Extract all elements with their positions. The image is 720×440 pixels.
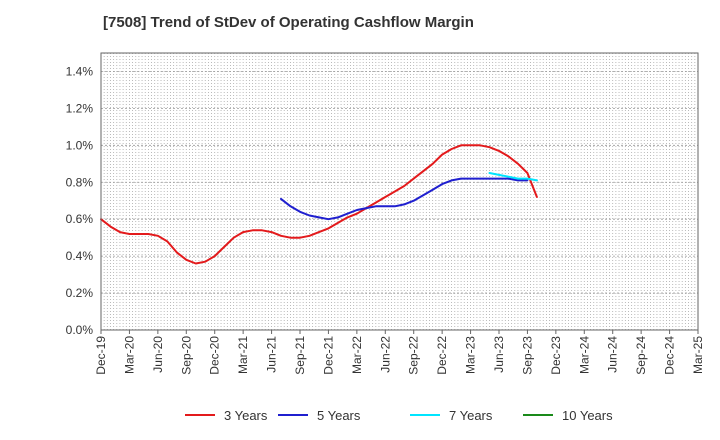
x-tick-label: Sep-20 [179,336,193,375]
x-tick-label: Sep-23 [520,336,534,375]
y-axis: 0.0% 0.2% 0.4% 0.6% 0.8% 1.0% 1.2% 1.4% [66,64,94,337]
x-axis: Dec-19 Mar-20 Jun-20 Sep-20 Dec-20 Mar-21 Jun-… [94,330,705,375]
x-tick-label: Dec-19 [94,336,108,375]
x-tick-label: Sep-21 [293,336,307,375]
series-line-3-years [100,144,538,265]
y-tick-label: 1.4% [66,64,94,78]
series-layer [100,144,538,265]
x-tick-label: Dec-20 [208,336,222,375]
series-line-5-years [280,177,529,221]
legend: 3 Years 5 Years 7 Years 10 Years [185,408,613,423]
x-tick-label: Mar-22 [350,336,364,374]
y-tick-label: 1.2% [66,101,94,115]
x-tick-label: Dec-24 [663,336,677,375]
series-line-7-years [488,172,538,182]
x-tick-label: Jun-22 [378,336,392,373]
x-tick-label: Mar-20 [122,336,136,374]
x-tick-label: Jun-23 [492,336,506,373]
chart-title: [7508] Trend of StDev of Operating Cashf… [103,14,474,31]
legend-label: 5 Years [317,408,361,423]
x-tick-label: Jun-21 [265,336,279,373]
legend-label: 3 Years [224,408,268,423]
legend-label: 7 Years [449,408,493,423]
legend-label: 10 Years [562,408,613,423]
x-tick-label: Mar-21 [236,336,250,374]
x-tick-label: Mar-24 [577,336,591,374]
x-tick-label: Jun-20 [151,336,165,373]
x-tick-label: Sep-22 [407,336,421,375]
x-tick-label: Mar-23 [464,336,478,374]
x-tick-label: Jun-24 [606,336,620,373]
grid-lines [101,53,698,330]
y-tick-label: 0.6% [66,212,94,226]
y-tick-label: 0.8% [66,175,94,189]
x-tick-label: Dec-22 [435,336,449,375]
x-tick-label: Sep-24 [634,336,648,375]
x-tick-label: Dec-23 [549,336,563,375]
y-tick-label: 0.4% [66,249,94,263]
y-tick-label: 0.0% [66,323,94,337]
x-tick-label: Dec-21 [321,336,335,375]
x-tick-label: Mar-25 [691,336,705,374]
y-tick-label: 1.0% [66,138,94,152]
plot-area-frame [100,52,699,331]
y-tick-label: 0.2% [66,286,94,300]
